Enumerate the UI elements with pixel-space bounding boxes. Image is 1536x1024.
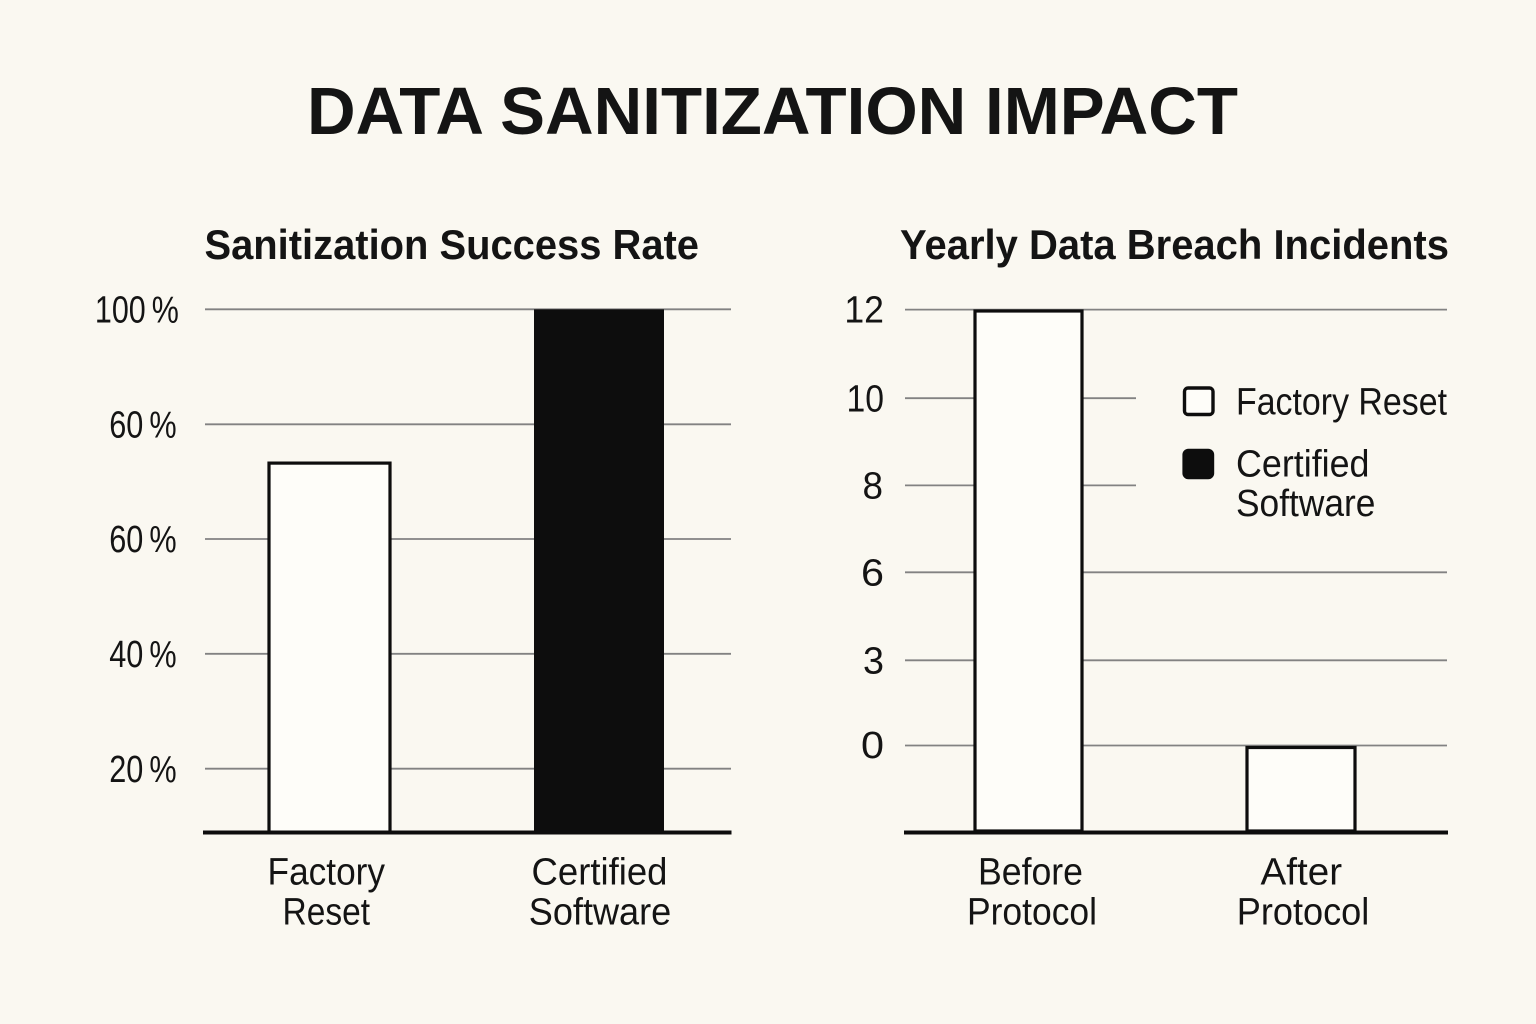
- svg-text:Reset: Reset: [283, 892, 371, 934]
- svg-text:Certified: Certified: [1236, 443, 1370, 485]
- svg-text:60 %: 60 %: [109, 405, 177, 447]
- svg-text:DATA SANITIZATION IMPACT: DATA SANITIZATION IMPACT: [307, 74, 1238, 149]
- svg-text:12: 12: [844, 290, 884, 332]
- svg-text:20 %: 20 %: [109, 749, 177, 791]
- svg-text:3: 3: [863, 640, 884, 682]
- svg-text:Sanitization Success Rate: Sanitization Success Rate: [205, 221, 700, 268]
- svg-text:Certified: Certified: [532, 852, 668, 894]
- svg-text:After: After: [1261, 852, 1343, 894]
- svg-text:8: 8: [863, 465, 884, 507]
- svg-text:Factory: Factory: [268, 852, 386, 894]
- svg-text:Protocol: Protocol: [1237, 892, 1370, 934]
- svg-text:40 %: 40 %: [109, 634, 177, 676]
- svg-text:Software: Software: [1236, 483, 1375, 525]
- svg-text:10: 10: [847, 378, 885, 420]
- svg-text:Software: Software: [529, 892, 672, 934]
- svg-text:Yearly Data Breach Incidents: Yearly Data Breach Incidents: [900, 221, 1449, 268]
- svg-text:60 %: 60 %: [109, 519, 177, 561]
- svg-text:Factory Reset: Factory Reset: [1236, 382, 1447, 424]
- svg-text:Protocol: Protocol: [967, 892, 1097, 934]
- svg-text:0: 0: [861, 725, 884, 767]
- svg-text:100 %: 100 %: [95, 290, 179, 332]
- svg-text:6: 6: [861, 552, 884, 594]
- svg-text:Before: Before: [978, 852, 1083, 894]
